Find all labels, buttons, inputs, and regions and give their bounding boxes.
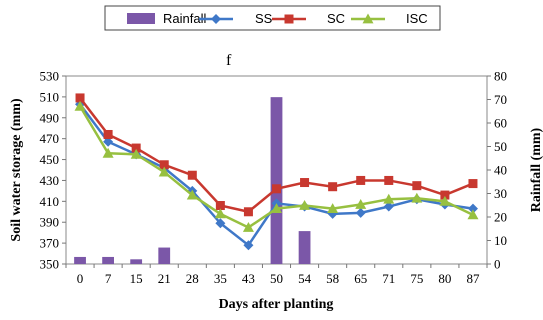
right-tick-label: 20 <box>494 210 507 225</box>
point-sc-54 <box>300 178 310 188</box>
legend: Rainfall SS SC ISC <box>104 5 441 31</box>
x-tick-label: 7 <box>105 271 112 286</box>
rainfall-bar-0 <box>74 256 86 264</box>
point-ss-65 <box>355 207 366 218</box>
left-tick-label: 510 <box>40 89 60 104</box>
x-tick-label: 50 <box>270 271 283 286</box>
point-sc-7 <box>103 129 113 139</box>
x-tick-label: 58 <box>326 271 339 286</box>
x-tick-label: 75 <box>410 271 423 286</box>
point-sc-71 <box>384 175 394 185</box>
x-tick-label: 21 <box>158 271 171 286</box>
point-sc-28 <box>187 170 197 180</box>
point-isc-43 <box>242 221 254 232</box>
right-tick-label: 30 <box>494 186 507 201</box>
legend-marker <box>284 14 294 24</box>
point-isc-58 <box>327 203 339 214</box>
point-ss-35 <box>215 218 226 229</box>
x-tick-label: 0 <box>77 271 84 286</box>
point-isc-0 <box>74 100 86 111</box>
right-axis-title: Rainfall (mm) <box>529 127 543 212</box>
x-tick-label: 71 <box>382 271 395 286</box>
x-tick-label: 54 <box>298 271 312 286</box>
left-tick-label: 390 <box>40 215 60 230</box>
rainfall-bars <box>74 97 311 265</box>
left-tick-label: 530 <box>40 69 60 84</box>
left-tick-label: 430 <box>40 173 60 188</box>
point-isc-7 <box>102 147 114 158</box>
legend-isc-swatch <box>351 13 385 24</box>
legend-marker <box>362 13 374 24</box>
legend-sc-swatch <box>272 14 306 24</box>
point-sc-80 <box>440 190 450 200</box>
point-sc-65 <box>356 175 366 185</box>
legend-ss-swatch <box>199 14 233 24</box>
legend-marker <box>211 14 221 24</box>
point-isc-15 <box>130 148 142 159</box>
right-tick-label: 70 <box>494 92 507 107</box>
x-tick-label: 87 <box>466 271 480 286</box>
x-axis-title: Days after planting <box>219 297 334 312</box>
rainfall-bar-7 <box>102 256 114 264</box>
point-ss-87 <box>467 203 478 214</box>
legend-sc-label: SC <box>327 11 345 26</box>
point-isc-87 <box>467 209 479 220</box>
point-sc-15 <box>131 143 141 153</box>
left-tick-label: 490 <box>40 110 60 125</box>
point-sc-50 <box>272 184 281 194</box>
left-axis-ticks: 350 370 390 410 430 450 470 490 510 530 <box>40 69 66 272</box>
right-tick-label: 10 <box>494 233 507 248</box>
series-lines <box>74 93 479 251</box>
point-sc-21 <box>159 160 169 170</box>
point-isc-21 <box>158 166 170 177</box>
right-tick-label: 0 <box>494 257 501 272</box>
legend-rainfall-label: Rainfall <box>163 11 206 26</box>
point-isc-35 <box>214 208 226 219</box>
rainfall-bar-50 <box>270 97 283 265</box>
x-tick-label: 65 <box>354 271 367 286</box>
point-sc-43 <box>243 207 253 217</box>
right-tick-label: 60 <box>494 116 507 131</box>
point-sc-87 <box>468 179 478 189</box>
x-tick-label: 15 <box>130 271 143 286</box>
legend-rainfall-swatch <box>127 13 155 24</box>
point-isc-28 <box>186 189 198 200</box>
right-tick-label: 50 <box>494 139 507 154</box>
point-sc-35 <box>215 201 225 211</box>
point-ss-71 <box>383 201 394 212</box>
left-tick-label: 410 <box>40 194 60 209</box>
left-tick-label: 450 <box>40 152 60 167</box>
x-tick-label: 43 <box>242 271 255 286</box>
left-tick-label: 370 <box>40 236 60 251</box>
panel-label: f <box>226 52 232 69</box>
point-sc-58 <box>328 182 338 192</box>
x-tick-label: 35 <box>214 271 227 286</box>
point-isc-65 <box>355 198 367 209</box>
left-tick-label: 470 <box>40 131 60 146</box>
right-axis-ticks: 0 10 20 30 40 50 60 70 80 <box>487 69 507 272</box>
point-isc-50 <box>271 203 282 214</box>
x-tick-label: 80 <box>438 271 451 286</box>
point-isc-75 <box>411 192 423 203</box>
point-isc-80 <box>439 195 451 206</box>
left-tick-label: 350 <box>40 257 60 272</box>
left-axis-title: Soil water storage (mm) <box>9 98 24 242</box>
point-sc-0 <box>75 93 85 103</box>
legend-isc-label: ISC <box>406 11 428 26</box>
rainfall-bar-15 <box>130 259 143 264</box>
right-tick-label: 80 <box>494 69 507 84</box>
point-isc-71 <box>383 193 395 204</box>
point-isc-54 <box>299 200 311 210</box>
rainfall-bar-54 <box>298 231 311 264</box>
point-ss-7 <box>103 136 114 147</box>
x-axis-ticks: 0 7 15 21 28 35 43 50 54 58 65 71 75 80 87 <box>65 264 488 286</box>
right-tick-label: 40 <box>494 163 507 178</box>
x-tick-label: 28 <box>186 271 199 286</box>
point-ss-43 <box>243 240 254 251</box>
point-sc-75 <box>412 181 422 191</box>
rainfall-bar-21 <box>158 247 171 264</box>
legend-ss-label: SS <box>255 11 273 26</box>
